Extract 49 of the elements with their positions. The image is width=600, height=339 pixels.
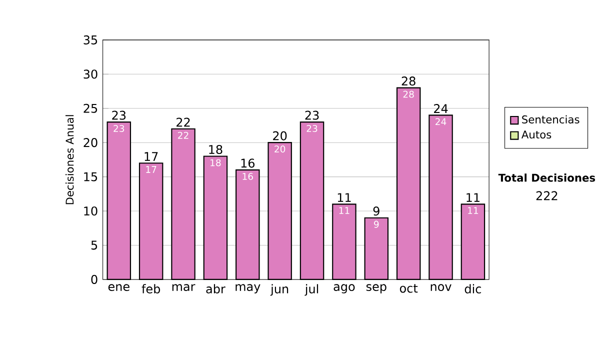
data-label: 17 xyxy=(146,166,156,173)
total-label: 20 xyxy=(273,131,287,140)
total-label: 18 xyxy=(209,144,222,154)
x-tick-label: ago xyxy=(334,284,355,294)
total-label: 28 xyxy=(402,76,416,86)
legend-label: Autos xyxy=(521,130,552,138)
data-label: 9 xyxy=(374,220,379,228)
data-label: 28 xyxy=(403,90,414,98)
text: 222 xyxy=(536,191,558,200)
total-label: 23 xyxy=(305,110,319,120)
x-tick-label: may xyxy=(236,284,260,294)
data-label: 11 xyxy=(468,206,478,214)
data-label: 24 xyxy=(436,118,446,125)
total-label: 16 xyxy=(241,158,255,168)
x-tick-label: nov xyxy=(430,284,452,291)
y-tick-label: 30 xyxy=(84,69,98,78)
data-label: 20 xyxy=(274,145,286,152)
x-tick-label: abr xyxy=(206,284,226,294)
total-label: 24 xyxy=(434,104,448,113)
y-tick-label: 10 xyxy=(84,206,98,216)
x-tick-label: ene xyxy=(108,284,130,291)
y-tick-label: 15 xyxy=(84,172,98,182)
total-label: 11 xyxy=(338,193,351,202)
data-label: 23 xyxy=(306,124,318,132)
y-tick-label: 25 xyxy=(84,104,98,113)
total-label: 9 xyxy=(373,206,380,216)
x-tick-label: jun xyxy=(270,284,288,296)
y-tick-label: 35 xyxy=(84,35,98,44)
data-label: 22 xyxy=(178,132,188,139)
data-label: 11 xyxy=(339,206,350,214)
y-axis-title: Decisiones Anual xyxy=(65,114,74,204)
x-tick-label: jul xyxy=(304,284,318,296)
total-label: 17 xyxy=(144,152,158,161)
text: Total Decisiones xyxy=(498,173,596,182)
total-label: 22 xyxy=(176,118,190,126)
legend-label: Sentencias xyxy=(522,115,580,124)
y-tick-label: 5 xyxy=(91,240,98,250)
x-tick-label: mar xyxy=(172,284,196,291)
x-tick-label: sep xyxy=(366,284,386,294)
y-tick-label: 20 xyxy=(84,138,98,147)
x-tick-label: dic xyxy=(464,284,481,294)
y-tick-label: 0 xyxy=(91,274,98,284)
x-tick-label: feb xyxy=(142,284,160,294)
x-tick-label: oct xyxy=(400,284,418,293)
total-label: 23 xyxy=(112,110,126,120)
data-label: 16 xyxy=(242,172,253,180)
total-label: 11 xyxy=(466,193,480,202)
data-label: 23 xyxy=(114,124,124,132)
data-label: 18 xyxy=(210,159,221,166)
